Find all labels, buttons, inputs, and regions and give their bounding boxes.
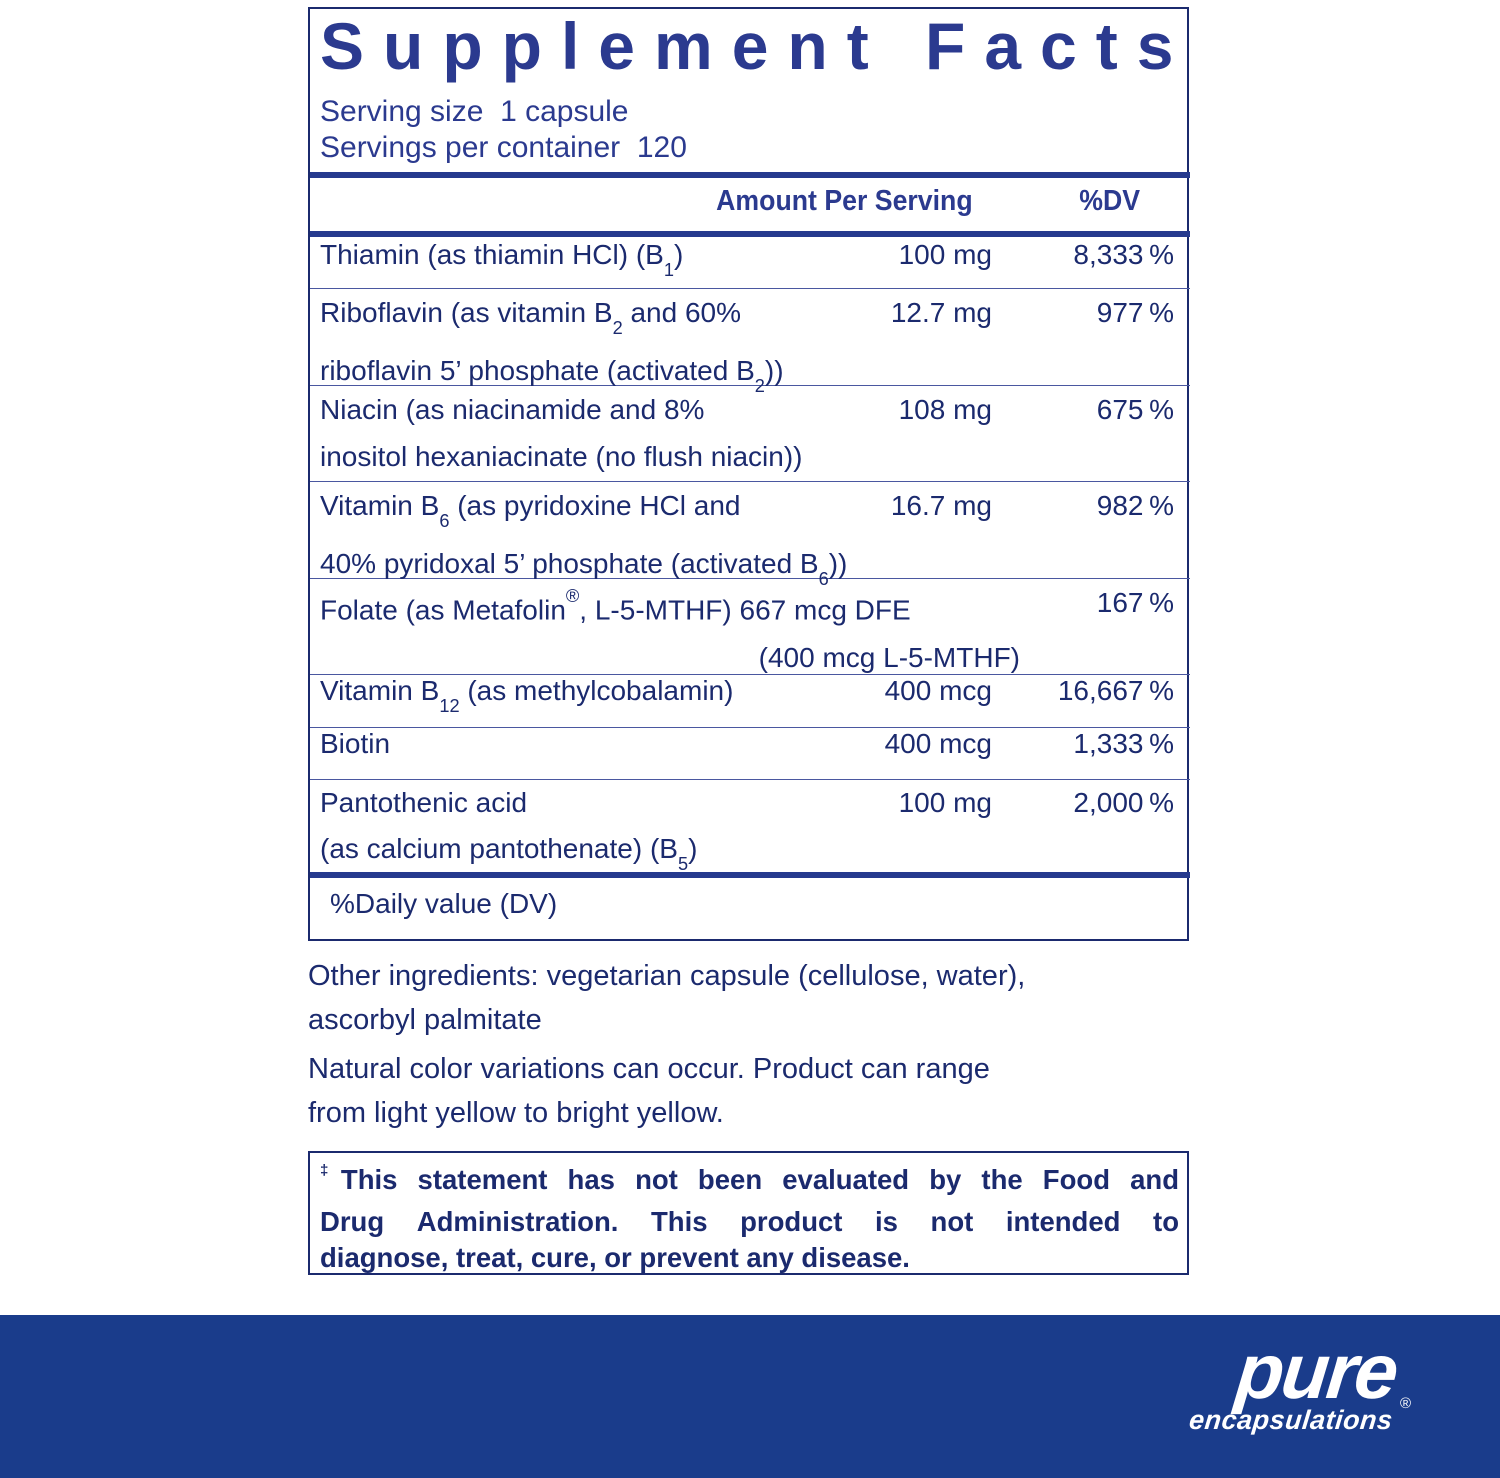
- svg-text:pure: pure: [1230, 1332, 1401, 1415]
- svg-text:®: ®: [1400, 1395, 1411, 1412]
- svg-text:encapsulations: encapsulations: [1188, 1404, 1395, 1435]
